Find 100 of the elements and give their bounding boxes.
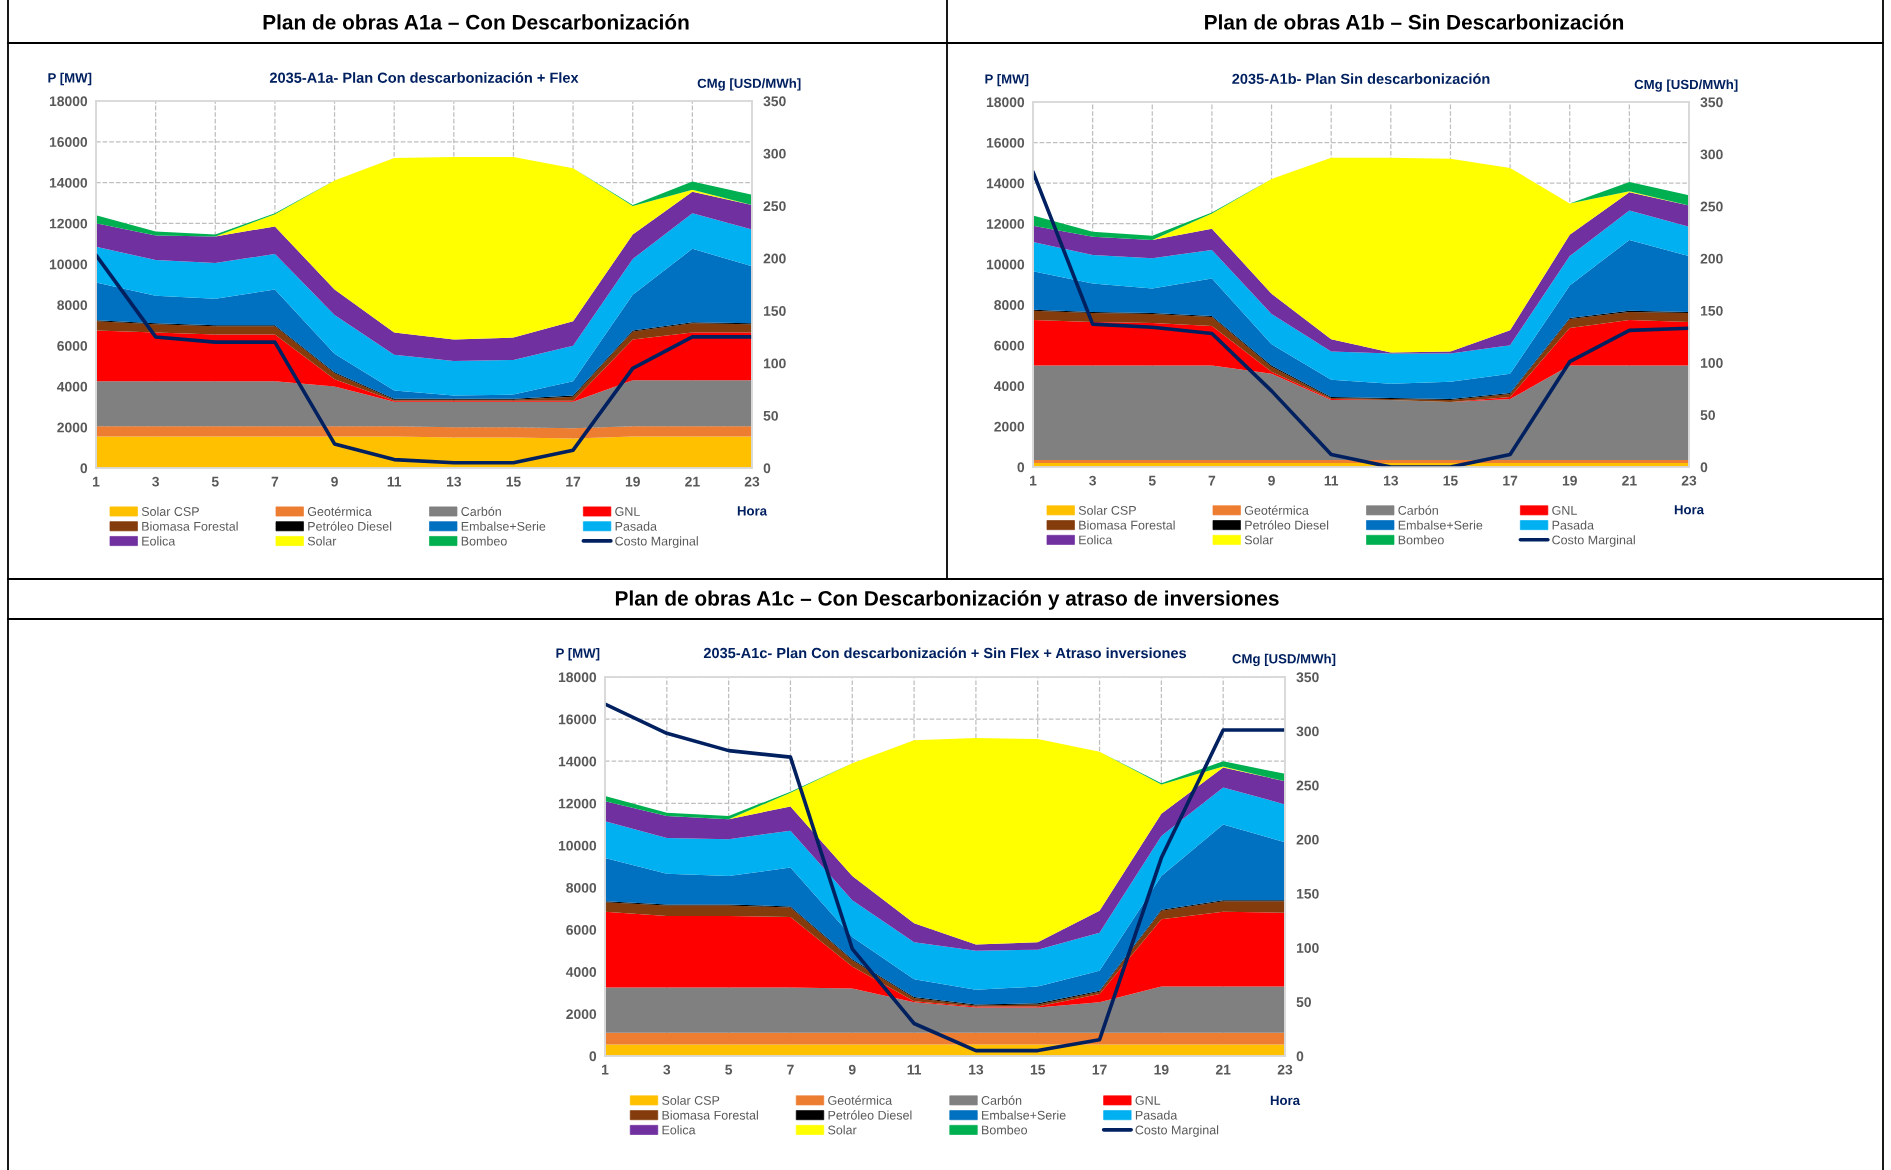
y-tick-label: 18000 xyxy=(986,97,1025,108)
legend-label: Eolica xyxy=(1079,535,1113,545)
y-tick-label: 10000 xyxy=(986,259,1025,270)
y-tick-label: 14000 xyxy=(49,177,88,188)
x-tick-label: 19 xyxy=(1562,475,1577,486)
x-tick-label: 7 xyxy=(787,1064,794,1075)
legend-label: Carbón xyxy=(981,1095,1022,1105)
line-series xyxy=(605,702,1285,1053)
y2-tick-label: 50 xyxy=(763,410,778,421)
chart-title: Plan de obras A1c – Con Descarbonización y atraso de inversiones xyxy=(615,590,1279,610)
y2-tick-label: 0 xyxy=(1700,462,1708,473)
y-tick-label: 10000 xyxy=(49,259,88,270)
legend-label: Pasada xyxy=(615,521,657,531)
y2-tick-label: 300 xyxy=(1700,149,1723,160)
x-tick-label: 3 xyxy=(1089,475,1096,486)
y-tick-label: 10000 xyxy=(558,840,597,851)
chart-subtitle: 2035-A1a- Plan Con descarbonización + Flex xyxy=(269,72,579,83)
x-axis-title: Hora xyxy=(1674,505,1705,515)
x-tick-label: 3 xyxy=(152,476,159,487)
legend-label: Bombeo xyxy=(1398,535,1444,545)
legend-label: Pasada xyxy=(1135,1110,1178,1120)
x-tick-label: 3 xyxy=(663,1064,671,1075)
x-tick-label: 11 xyxy=(387,476,402,487)
x-tick-label: 7 xyxy=(1208,475,1216,486)
x-tick-label: 9 xyxy=(331,476,338,487)
x-tick-label: 5 xyxy=(1148,475,1156,486)
x-axis-title: Hora xyxy=(1270,1095,1301,1106)
y-tick-label: 16000 xyxy=(558,714,597,725)
x-tick-label: 15 xyxy=(1030,1064,1046,1075)
y2-tick-label: 200 xyxy=(1296,834,1319,845)
x-tick-label: 23 xyxy=(744,476,760,487)
legend-label: Costo Marginal xyxy=(1135,1125,1219,1137)
legend-label: Petróleo Diesel xyxy=(828,1110,912,1120)
x-tick-label: 13 xyxy=(1383,475,1399,486)
y-tick-label: 16000 xyxy=(49,137,88,147)
y2-tick-label: 0 xyxy=(1296,1051,1304,1062)
x-tick-label: 21 xyxy=(1622,475,1637,486)
y-tick-label: 6000 xyxy=(994,340,1025,351)
legend-label: Carbón xyxy=(1398,505,1438,515)
y-tick-label: 14000 xyxy=(986,178,1025,189)
line-series xyxy=(96,253,752,465)
legend-label: Geotérmica xyxy=(828,1095,893,1105)
y2-tick-label: 100 xyxy=(763,358,786,369)
y2-tick-label: 350 xyxy=(763,96,786,107)
x-tick-label: 13 xyxy=(446,476,462,487)
x-tick-label: 21 xyxy=(685,476,700,487)
legend-label: Solar xyxy=(1244,535,1274,545)
legend-label: Embalse+Serie xyxy=(1398,520,1483,530)
x-tick-label: 5 xyxy=(211,476,219,487)
y-tick-label: 6000 xyxy=(566,925,597,935)
x-tick-label: 9 xyxy=(848,1064,856,1075)
x-tick-label: 21 xyxy=(1215,1064,1231,1075)
y-tick-label: 14000 xyxy=(558,756,597,767)
x-tick-label: 1 xyxy=(93,476,100,487)
legend-label: Solar CSP xyxy=(662,1095,720,1105)
y2-tick-label: 150 xyxy=(1700,305,1723,316)
x-tick-label: 5 xyxy=(725,1064,733,1075)
y-tick-label: 18000 xyxy=(558,672,597,683)
y2-tick-label: 150 xyxy=(1296,888,1319,899)
x-tick-label: 7 xyxy=(271,476,279,487)
x-tick-label: 17 xyxy=(1503,475,1518,486)
y2-tick-label: 350 xyxy=(1700,97,1723,108)
x-tick-label: 1 xyxy=(602,1064,609,1075)
legend-label: GNL xyxy=(1135,1096,1161,1105)
x-tick-label: 11 xyxy=(1324,475,1339,486)
x-tick-label: 17 xyxy=(566,476,581,487)
x-tick-label: 23 xyxy=(1681,475,1697,486)
x-tick-label: 11 xyxy=(907,1064,922,1075)
y-axis-title: P [MW] xyxy=(556,648,600,661)
x-tick-label: 13 xyxy=(969,1064,984,1075)
legend-label: Embalse+Serie xyxy=(461,521,546,531)
x-tick-label: 15 xyxy=(506,476,521,487)
y-tick-label: 0 xyxy=(1017,462,1025,473)
y2-tick-label: 250 xyxy=(1296,780,1319,791)
chart-subtitle: 2035-A1b- Plan Sin descarbonización xyxy=(1232,73,1490,85)
legend-label: Bombeo xyxy=(982,1125,1028,1135)
y2-tick-label: 250 xyxy=(1700,201,1723,212)
x-tick-label: 9 xyxy=(1268,475,1275,486)
y-tick-label: 4000 xyxy=(56,381,88,392)
y-tick-label: 18000 xyxy=(49,96,88,107)
legend-label: Costo Marginal xyxy=(1552,535,1635,547)
y2-tick-label: 100 xyxy=(1700,358,1723,368)
y-tick-label: 2000 xyxy=(566,1009,597,1020)
legend-label: Solar CSP xyxy=(1078,505,1136,515)
legend-label: Petróleo Diesel xyxy=(308,521,392,531)
y2-tick-label: 0 xyxy=(763,463,771,474)
chart-subtitle: 2035-A1c- Plan Con descarbonización + Sin Flex + Atraso inversiones xyxy=(703,647,1187,659)
chart-title: Plan de obras A1b – Sin Descarbonización xyxy=(1205,14,1624,30)
y-axis-title: P [MW] xyxy=(985,73,1029,87)
x-tick-label: 15 xyxy=(1443,475,1458,486)
y2-axis-title: CMg [USD/MWh] xyxy=(697,78,801,91)
chart-title: Plan de obras A1a – Con Descarbonización xyxy=(263,14,689,30)
y2-tick-label: 50 xyxy=(1700,410,1715,421)
y-tick-label: 4000 xyxy=(993,381,1025,392)
x-tick-label: 17 xyxy=(1092,1064,1107,1075)
x-tick-label: 19 xyxy=(1154,1064,1169,1075)
y2-tick-label: 150 xyxy=(763,306,786,316)
legend-label: Carbón xyxy=(461,506,501,516)
legend-label: Eolica xyxy=(662,1125,696,1135)
y2-tick-label: 350 xyxy=(1296,672,1319,683)
